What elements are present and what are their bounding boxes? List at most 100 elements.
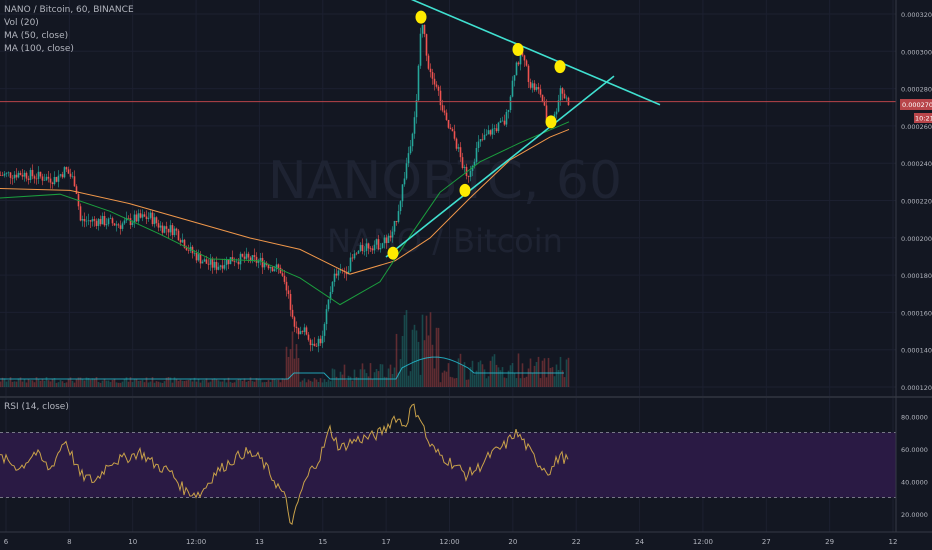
pivot-markers[interactable] [387, 10, 566, 260]
candle-body [135, 214, 138, 222]
volume-bar [413, 324, 416, 387]
candle-body [515, 62, 518, 76]
candle-body [173, 228, 176, 236]
volume-bars [0, 310, 570, 387]
volume-bar [335, 376, 338, 387]
volume-bar [155, 381, 158, 387]
volume-bar [209, 381, 212, 387]
volume-bar [177, 381, 180, 387]
legend-symbol[interactable]: NANO / Bitcoin, 60, BINANCE [4, 5, 134, 15]
candle-body [383, 237, 386, 244]
candle-body [201, 261, 204, 264]
volume-bar [439, 382, 442, 387]
rsi-tick-label: 60.0000 [901, 446, 928, 454]
candle-body [253, 255, 256, 257]
volume-bar [249, 377, 252, 387]
volume-bar [35, 377, 38, 387]
volume-bar [207, 382, 210, 387]
candle-body [105, 224, 108, 226]
candle-body [443, 110, 446, 113]
volume-bar [201, 380, 204, 387]
candle-body [107, 218, 110, 225]
candle-body [325, 309, 328, 325]
price-axis[interactable]: 0.00032000.00030000.00028000.00026000.00… [901, 11, 932, 392]
candle-body [123, 220, 126, 224]
candle-body [289, 293, 292, 310]
volume-bar [119, 382, 122, 387]
candle-body [31, 169, 34, 177]
volume-bar [539, 378, 542, 387]
volume-bar [213, 378, 216, 387]
volume-bar [83, 380, 86, 387]
candle-body [527, 65, 530, 82]
volume-bar [91, 378, 94, 387]
volume-bar [0, 381, 2, 387]
volume-bar [37, 379, 40, 387]
legend-ma100[interactable]: MA (100, close) [4, 44, 74, 54]
volume-bar [501, 367, 504, 387]
trendlines[interactable] [385, 0, 661, 258]
volume-bar [11, 381, 14, 387]
candle-body [307, 334, 310, 340]
candle-body [71, 176, 74, 177]
volume-bar [363, 369, 366, 387]
volume-bar [17, 378, 20, 387]
candle-body [563, 93, 566, 99]
candle-body [283, 275, 286, 282]
last-price-value: 0.0002706 [902, 101, 932, 109]
volume-bar [345, 380, 348, 387]
rsi-legend[interactable]: RSI (14, close) [4, 402, 69, 412]
volume-bar [145, 377, 148, 387]
time-tick-label: 20 [508, 538, 517, 546]
candle-body [219, 265, 222, 267]
volume-bar [211, 378, 214, 387]
volume-bar [415, 330, 418, 387]
candle-body [301, 331, 304, 333]
volume-bar [407, 375, 410, 387]
candle-body [231, 257, 234, 262]
candle-body [565, 97, 568, 99]
candle-body [271, 267, 274, 272]
candle-body [211, 259, 214, 268]
volume-bar [325, 381, 328, 387]
candle-body [15, 174, 18, 178]
candle-body [55, 177, 58, 182]
volume-bar [397, 372, 400, 387]
candle-body [329, 291, 332, 300]
volume-bar [399, 359, 402, 387]
candle-body [29, 169, 32, 180]
volume-bar [31, 380, 34, 387]
candle-body [193, 253, 196, 254]
volume-bar [491, 356, 494, 387]
candle-body [277, 264, 280, 268]
volume-bar [217, 380, 220, 387]
volume-bar [547, 357, 550, 387]
candle-body [347, 271, 350, 275]
volume-bar [165, 377, 168, 387]
legend-ma50[interactable]: MA (50, close) [4, 31, 69, 41]
volume-bar [365, 373, 368, 387]
candle-body [531, 83, 534, 88]
volume-bar [127, 381, 130, 387]
legend-volume[interactable]: Vol (20) [4, 18, 39, 28]
time-axis[interactable]: 6 8 10 12:00 13 15 17 12:00 20 22 24 12:00 27 29 12 [4, 538, 898, 546]
ma50-line [0, 121, 570, 306]
volume-bar [3, 378, 6, 387]
candle-body [85, 220, 88, 222]
volume-bar [565, 359, 568, 387]
volume-bar [229, 381, 232, 387]
candle-body [517, 62, 520, 65]
volume-bar [109, 382, 112, 387]
candle-body [379, 248, 382, 250]
volume-bar [133, 378, 136, 387]
volume-bar [259, 379, 262, 387]
rsi-axis[interactable]: 80.0000 60.0000 40.0000 20.0000 [901, 413, 928, 519]
volume-bar [57, 382, 60, 387]
volume-bar [329, 381, 332, 387]
candle-body [23, 172, 26, 177]
candle-body [175, 228, 178, 231]
candle-body [195, 253, 198, 261]
candle-body [409, 146, 412, 154]
